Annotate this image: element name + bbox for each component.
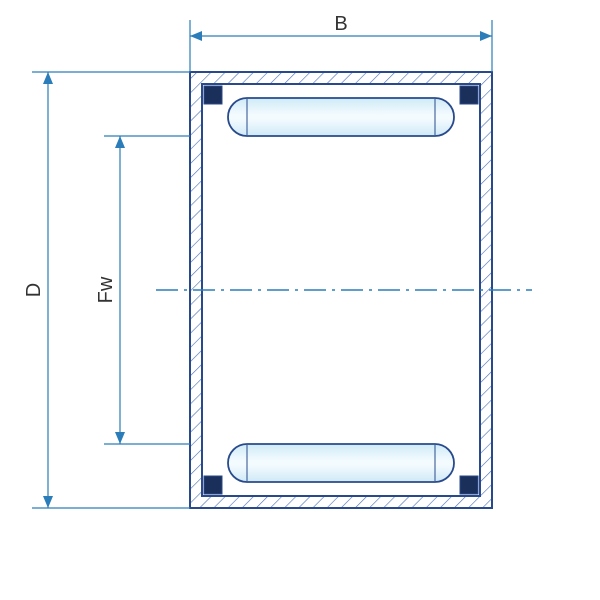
- cage-block-top-left: [204, 86, 222, 104]
- cage-block-bottom-right: [460, 476, 478, 494]
- label-b: B: [334, 13, 347, 35]
- dimension-b: B: [190, 13, 492, 72]
- cage-block-bottom-left: [204, 476, 222, 494]
- label-fw: Fw: [95, 276, 117, 303]
- label-d: D: [23, 283, 45, 297]
- cage-block-top-right: [460, 86, 478, 104]
- roller-top: [228, 98, 454, 136]
- roller-bottom: [228, 444, 454, 482]
